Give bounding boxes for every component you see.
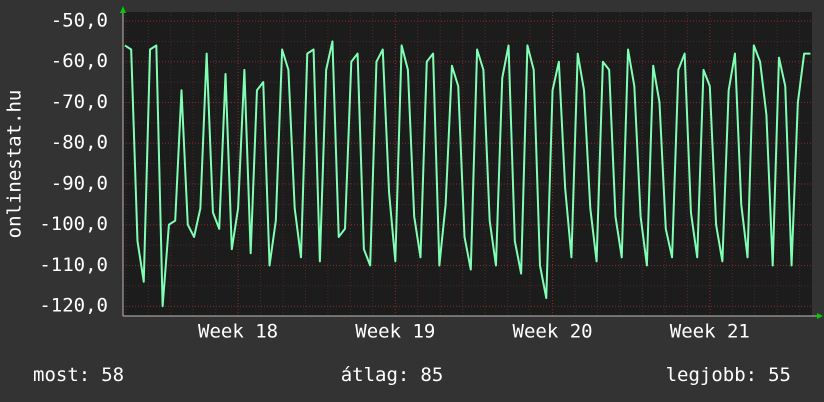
- y-tick-label: -80,0: [51, 132, 108, 154]
- y-tick-label: -110,0: [39, 254, 108, 276]
- stat-label: átlag:: [341, 364, 410, 386]
- stat: legjobb: 55: [666, 364, 791, 386]
- y-tick-label: -100,0: [39, 213, 108, 235]
- data-line: [124, 40, 811, 308]
- x-tick-label: Week 18: [198, 321, 278, 343]
- x-tick-label: Week 20: [513, 321, 593, 343]
- stat-value: 58: [101, 364, 124, 386]
- stat: most: 58: [33, 364, 124, 386]
- stat-label: most:: [33, 364, 90, 386]
- stat: átlag: 85: [341, 364, 444, 386]
- axis-arrow: [817, 313, 823, 319]
- stat-label: legjobb:: [666, 364, 758, 386]
- axis-arrow: [120, 6, 126, 13]
- stat-value: 85: [420, 364, 443, 386]
- y-tick-label: -90,0: [51, 172, 108, 194]
- y-axis-label: onlinestat.hu: [4, 90, 26, 239]
- x-tick-label: Week 21: [670, 321, 750, 343]
- y-tick-label: -70,0: [51, 91, 108, 113]
- stat-value: 55: [768, 364, 791, 386]
- y-tick-label: -60,0: [51, 50, 108, 72]
- y-tick-label: -120,0: [39, 295, 108, 317]
- y-tick-label: -50,0: [51, 9, 108, 31]
- x-tick-label: Week 19: [355, 321, 435, 343]
